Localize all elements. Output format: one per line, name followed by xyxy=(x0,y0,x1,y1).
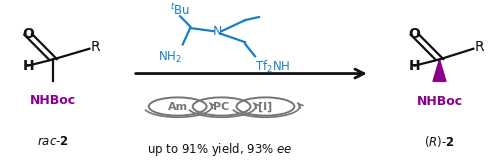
Text: H: H xyxy=(408,59,420,73)
Text: Am: Am xyxy=(168,101,188,112)
Text: PC: PC xyxy=(214,101,230,112)
Text: NHBoc: NHBoc xyxy=(416,95,463,108)
Polygon shape xyxy=(433,59,446,81)
Text: $^t$Bu: $^t$Bu xyxy=(170,2,190,18)
Text: Tf$_2$NH: Tf$_2$NH xyxy=(255,59,290,75)
Text: up to 91% yield, 93% $ee$: up to 91% yield, 93% $ee$ xyxy=(148,141,293,158)
Text: $(R)$-$\mathbf{2}$: $(R)$-$\mathbf{2}$ xyxy=(424,133,455,149)
Text: NHBoc: NHBoc xyxy=(30,94,76,107)
Text: N: N xyxy=(213,25,222,38)
Text: R: R xyxy=(474,40,484,54)
Text: $rac$-$\mathbf{2}$: $rac$-$\mathbf{2}$ xyxy=(37,135,69,147)
Text: R: R xyxy=(90,40,100,54)
Text: [I]: [I] xyxy=(258,101,272,112)
Text: O: O xyxy=(408,27,420,41)
Text: O: O xyxy=(22,27,34,41)
Text: H: H xyxy=(22,59,34,73)
Text: NH$_2$: NH$_2$ xyxy=(158,50,182,65)
